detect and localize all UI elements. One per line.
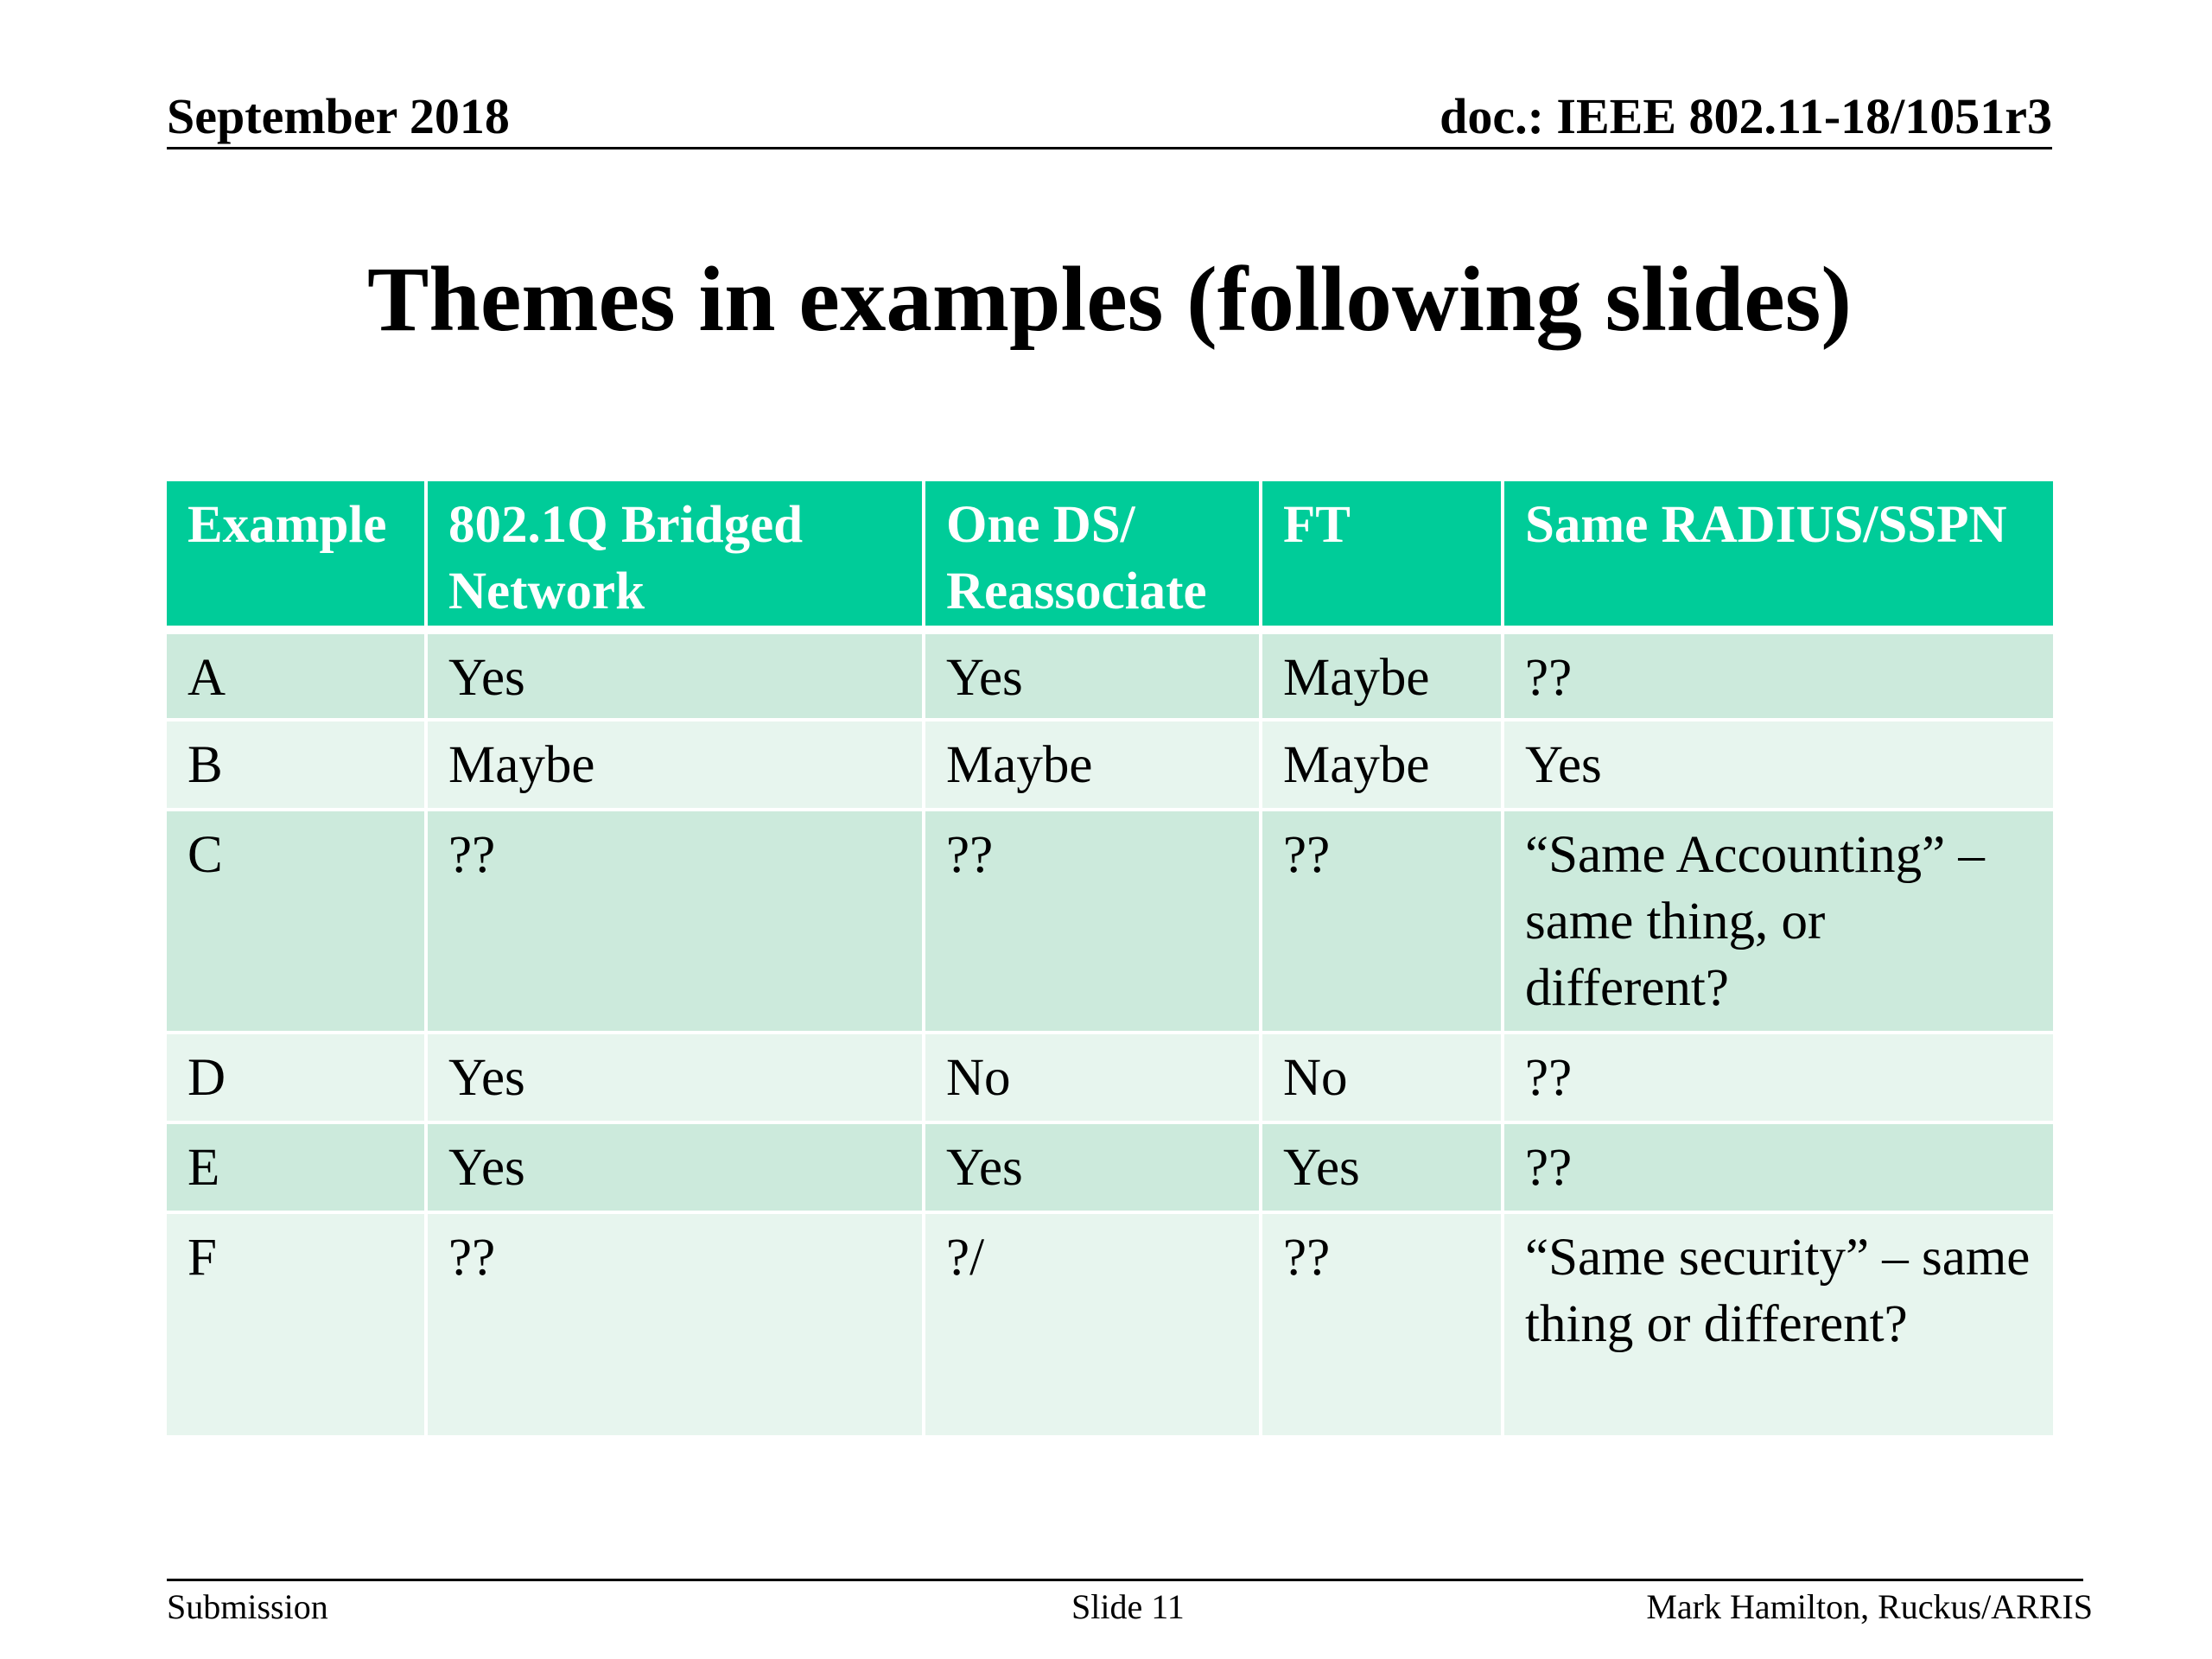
header-date: September 2018 [167,88,510,144]
column-header-ft: FT [1259,481,1504,634]
table-row: E Yes Yes Yes ?? [167,1122,2053,1212]
table-cell: Yes [424,1122,925,1212]
table-cell: Maybe [1259,630,1504,720]
footer-submission: Submission [167,1587,328,1626]
table-cell: ?? [922,810,1262,1033]
table-cell: ?? [1259,1212,1504,1435]
table-cell: Yes [424,1033,925,1122]
table-cell: Maybe [922,720,1262,810]
table-cell: Maybe [1259,720,1504,810]
table-cell: E [167,1122,428,1212]
themes-table: Example 802.1Q Bridged Network One DS/ R… [167,481,2053,1435]
table-cell: No [1259,1033,1504,1122]
table-cell: “Same Accounting” – same thing, or diffe… [1501,810,2053,1033]
table-row: F ?? ?/ ?? “Same security” – same thing … [167,1212,2053,1435]
footer-divider [167,1579,2083,1581]
table-cell: A [167,630,428,720]
table-cell: ?? [1259,810,1504,1033]
table-cell: No [922,1033,1262,1122]
table-cell: ?/ [922,1212,1262,1435]
table-header-row: Example 802.1Q Bridged Network One DS/ R… [167,481,2053,634]
column-header-same-radius-sspn: Same RADIUS/SSPN [1501,481,2053,634]
table-cell: ?? [424,1212,925,1435]
table-cell: C [167,810,428,1033]
table-cell: ?? [1501,630,2053,720]
table-cell: “Same security” – same thing or differen… [1501,1212,2053,1435]
table-cell: Yes [1259,1122,1504,1212]
header-doc-id: doc.: IEEE 802.11-18/1051r3 [1440,88,2052,144]
table-cell: ?? [424,810,925,1033]
table-cell: ?? [1501,1033,2053,1122]
footer-slide-number: Slide 11 [1071,1587,1185,1626]
column-header-one-ds-reassociate: One DS/ Reassociate [922,481,1262,634]
table-cell: B [167,720,428,810]
table-cell: ?? [1501,1122,2053,1212]
table-row: B Maybe Maybe Maybe Yes [167,720,2053,810]
footer-author: Mark Hamilton, Ruckus/ARRIS [1646,1587,2093,1626]
table-cell: Maybe [424,720,925,810]
slide-title: Themes in examples (following slides) [367,249,1852,351]
column-header-example: Example [167,481,428,634]
slide-header: September 2018 doc.: IEEE 802.11-18/1051… [167,86,2052,149]
table-cell: Yes [922,1122,1262,1212]
table-row: D Yes No No ?? [167,1033,2053,1122]
table-row: A Yes Yes Maybe ?? [167,630,2053,720]
table-row: C ?? ?? ?? “Same Accounting” – same thin… [167,810,2053,1033]
table-cell: F [167,1212,428,1435]
table-cell: Yes [922,630,1262,720]
table-cell: D [167,1033,428,1122]
table-cell: Yes [1501,720,2053,810]
table-cell: Yes [424,630,925,720]
column-header-bridged-network: 802.1Q Bridged Network [424,481,925,634]
